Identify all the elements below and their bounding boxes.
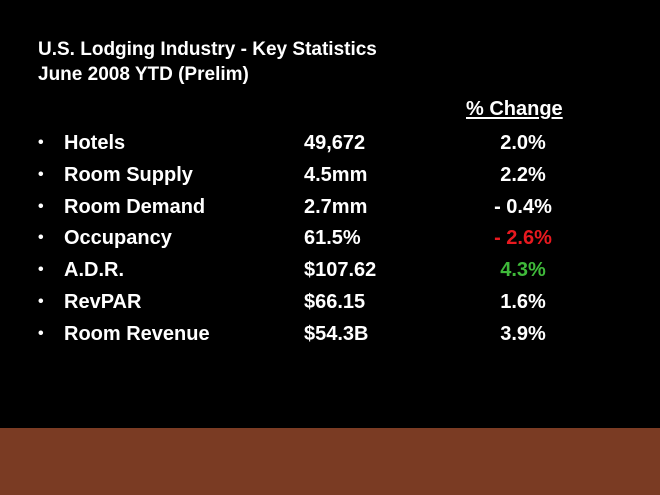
stat-change: - 2.6%: [494, 227, 552, 250]
bullet-icon: •: [38, 261, 44, 279]
stat-value: 4.5mm: [304, 163, 368, 186]
stat-value: 61.5%: [304, 227, 361, 250]
statistics-list: • Hotels 49,672 2.0% • Room Supply 4.5mm…: [0, 128, 660, 351]
stat-value: $54.3B: [304, 322, 369, 345]
stat-row-revpar: • RevPAR $66.15 1.6%: [0, 287, 660, 319]
slide-title: U.S. Lodging Industry - Key Statistics J…: [38, 37, 377, 87]
title-line-2: June 2008 YTD (Prelim): [38, 64, 249, 85]
bullet-icon: •: [38, 229, 44, 247]
bullet-icon: •: [38, 324, 44, 342]
stat-change: 1.6%: [500, 290, 546, 313]
stat-row-hotels: • Hotels 49,672 2.0%: [0, 128, 660, 160]
footer-band: [0, 428, 660, 495]
stat-change: 4.3%: [500, 259, 546, 282]
stat-row-room-demand: • Room Demand 2.7mm - 0.4%: [0, 192, 660, 224]
stat-label: Room Revenue: [64, 322, 210, 345]
stat-label: A.D.R.: [64, 259, 124, 282]
stat-row-adr: • A.D.R. $107.62 4.3%: [0, 255, 660, 287]
bullet-icon: •: [38, 292, 44, 310]
stat-row-occupancy: • Occupancy 61.5% - 2.6%: [0, 223, 660, 255]
slide: U.S. Lodging Industry - Key Statistics J…: [0, 37, 660, 351]
bullet-icon: •: [38, 197, 44, 215]
stat-label: Hotels: [64, 132, 126, 154]
bullet-icon: •: [38, 134, 44, 151]
stat-change: - 0.4%: [494, 195, 552, 218]
stat-label: Occupancy: [64, 227, 172, 250]
bullet-icon: •: [38, 165, 44, 183]
stat-value: 49,672: [304, 132, 366, 154]
stat-label: Room Demand: [64, 195, 206, 218]
stat-row-room-supply: • Room Supply 4.5mm 2.2%: [0, 160, 660, 192]
stat-change: 2.2%: [500, 163, 546, 186]
stat-value: $66.15: [304, 290, 366, 313]
stat-change: 2.0%: [500, 132, 546, 154]
title-line-1: U.S. Lodging Industry - Key Statistics: [38, 39, 377, 60]
stat-value: $107.62: [304, 259, 377, 282]
stat-value: 2.7mm: [304, 195, 368, 218]
change-column-header: % Change: [466, 98, 563, 120]
stat-label: Room Supply: [64, 163, 193, 186]
stat-label: RevPAR: [64, 290, 142, 313]
stat-row-room-revenue: • Room Revenue $54.3B 3.9%: [0, 319, 660, 351]
stat-change: 3.9%: [500, 322, 546, 345]
